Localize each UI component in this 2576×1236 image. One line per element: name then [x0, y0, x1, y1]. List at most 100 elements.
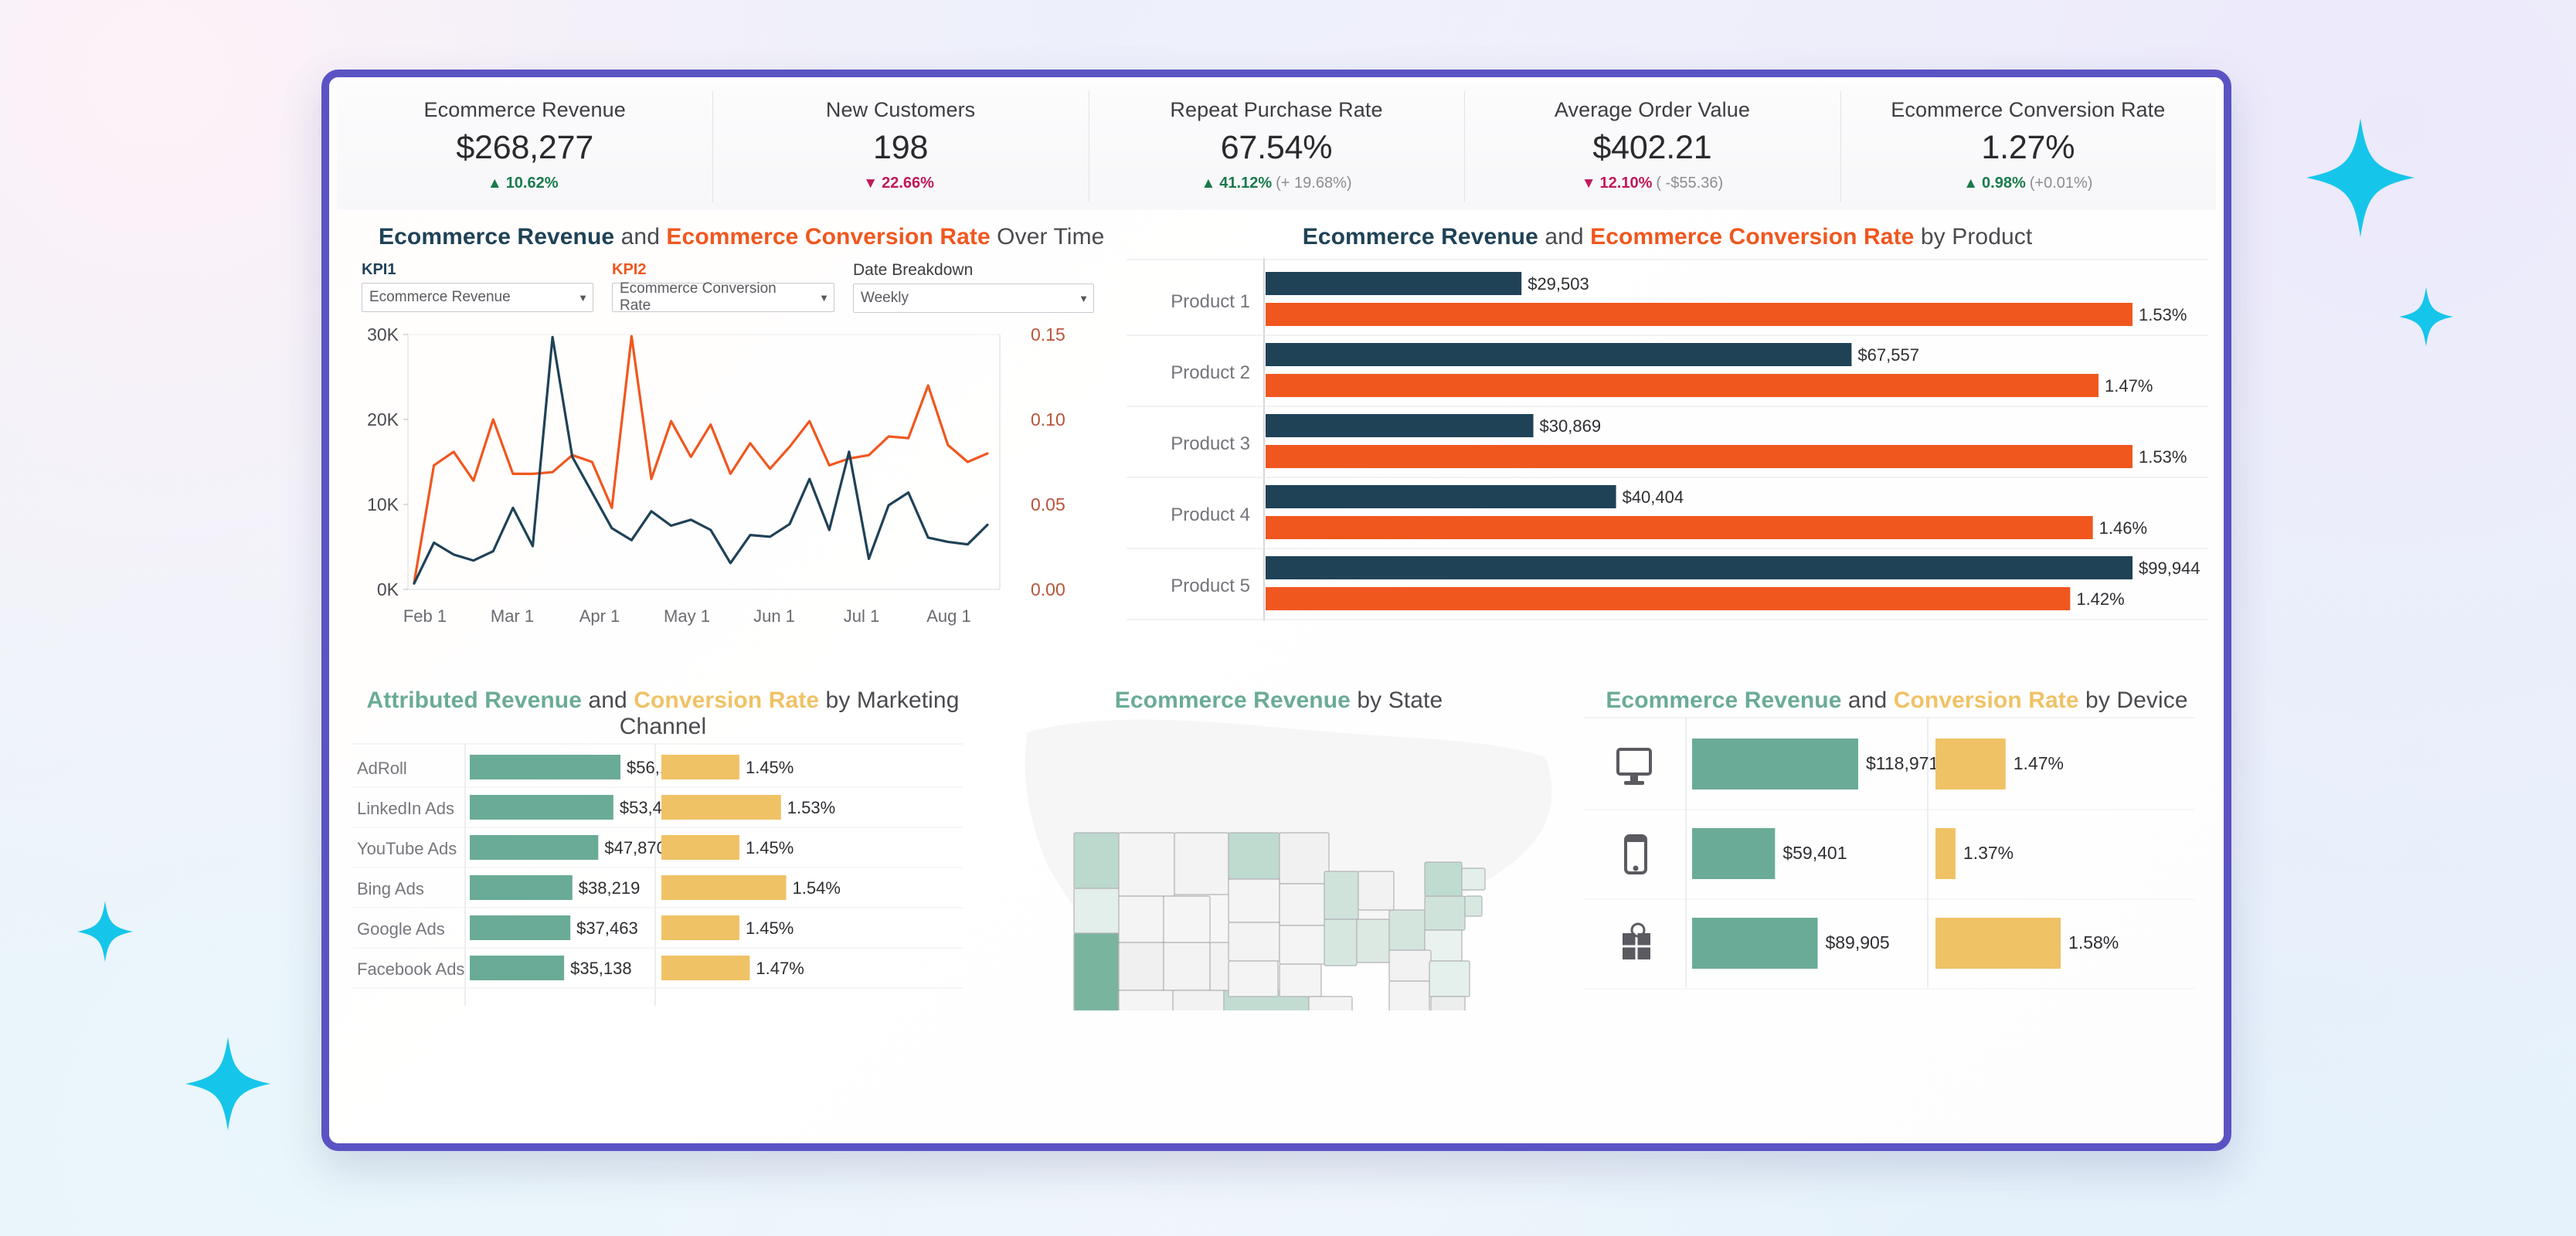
marketing-channel-chart[interactable]: AdRoll $56,115 1.45% LinkedIn Ads $53,483 1.5…: [352, 743, 974, 1029]
svg-text:20K: 20K: [367, 409, 399, 430]
trend-up-icon: ▲: [1963, 175, 1979, 192]
svg-text:1.47%: 1.47%: [756, 959, 804, 978]
svg-text:Facebook Ads: Facebook Ads: [357, 959, 464, 979]
svg-text:$47,870: $47,870: [604, 838, 666, 857]
bottom-row: Attributed Revenue and Conversion Rate b…: [329, 674, 2224, 1137]
panel-title-over-time: Ecommerce Revenue and Ecommerce Conversi…: [352, 210, 1127, 253]
kpi-title: Average Order Value: [1554, 98, 1750, 121]
svg-text:Product 5: Product 5: [1171, 576, 1250, 596]
kpi-delta-pct: 10.62%: [505, 175, 559, 192]
svg-text:$59,401: $59,401: [1782, 843, 1847, 863]
kpi-value: $402.21: [1592, 129, 1712, 166]
svg-text:1.47%: 1.47%: [2105, 376, 2153, 396]
title-suffix: by State: [1350, 688, 1443, 713]
svg-text:Product 4: Product 4: [1171, 504, 1250, 525]
kpi1-select-value: Ecommerce Revenue: [369, 289, 511, 305]
sparkle-icon-bottom-left-small: [77, 900, 133, 963]
kpi-delta: ▼ 22.66%: [863, 175, 938, 192]
trend-down-icon: ▼: [863, 175, 878, 192]
kpi-card-ecommerce-conversion-rate[interactable]: Ecommerce Conversion Rate 1.27% ▲ 0.98% …: [1840, 83, 2217, 210]
svg-text:$40,404: $40,404: [1623, 487, 1684, 507]
dashboard-canvas: Ecommerce Revenue $268,277 ▲ 10.62% New …: [329, 77, 2224, 1143]
panel-revenue-conversion-over-time: Ecommerce Revenue and Ecommerce Conversi…: [332, 210, 1127, 674]
title-part-conversion-rate: Conversion Rate: [1893, 688, 2079, 713]
timeseries-chart[interactable]: 0K 10K 20K 30K 0.00 0.05 0.10 0.15 Feb 1 Mar 1 Apr…: [352, 324, 1127, 648]
title-part-kpi1: Ecommerce Revenue: [379, 224, 615, 250]
svg-text:Jul 1: Jul 1: [844, 606, 879, 626]
svg-text:$89,905: $89,905: [1825, 932, 1889, 952]
dashboard-frame: Ecommerce Revenue $268,277 ▲ 10.62% New …: [321, 70, 2231, 1151]
svg-text:1.47%: 1.47%: [2014, 753, 2064, 773]
svg-text:Product 2: Product 2: [1171, 362, 1250, 383]
kpi-value: 198: [873, 129, 929, 166]
panel-revenue-conversion-by-product: Ecommerce Revenue and Ecommerce Conversi…: [1127, 210, 2221, 674]
svg-text:1.45%: 1.45%: [746, 919, 794, 938]
svg-text:May 1: May 1: [664, 606, 710, 626]
desktop-icon: [1616, 748, 1652, 785]
kpi1-select[interactable]: Ecommerce Revenue ▼: [362, 283, 593, 312]
svg-text:$30,869: $30,869: [1540, 416, 1602, 436]
panel-revenue-by-device: Ecommerce Revenue and Conversion Rate by…: [1584, 674, 2221, 1137]
control-label-kpi1: KPI1: [362, 261, 396, 278]
date-breakdown-select[interactable]: Weekly ▼: [853, 284, 1094, 313]
control-label-kpi2: KPI2: [612, 261, 647, 278]
svg-text:Bing Ads: Bing Ads: [357, 879, 424, 898]
title-part-attributed-revenue: Attributed Revenue: [366, 688, 582, 713]
kpi-delta-sub: (+0.01%): [2029, 175, 2093, 192]
kpi2-select[interactable]: Ecommerce Conversion Rate ▼: [612, 280, 834, 314]
us-map-svg: [1025, 719, 1552, 1045]
kpi-card-ecommerce-revenue[interactable]: Ecommerce Revenue $268,277 ▲ 10.62%: [337, 83, 713, 210]
chevron-down-icon: ▼: [819, 291, 829, 304]
panel-revenue-by-state: Ecommerce Revenue by State: [974, 674, 1584, 1137]
kpi-delta-pct: 22.66%: [882, 175, 934, 192]
product-bar-chart[interactable]: Product 1 $29,503 1.53% Product 2 $67,557 1.4…: [1127, 258, 2208, 644]
control-kpi2: KPI2 Ecommerce Conversion Rate ▼: [612, 261, 834, 314]
title-part-revenue: Ecommerce Revenue: [1302, 224, 1538, 250]
svg-text:$67,557: $67,557: [1857, 345, 1919, 365]
sparkle-icon-top-right-large: [2306, 116, 2415, 239]
svg-text:1.46%: 1.46%: [2099, 518, 2147, 538]
title-part-kpi2: Ecommerce Conversion Rate: [666, 224, 991, 250]
svg-text:1.54%: 1.54%: [793, 878, 841, 898]
svg-text:0.15: 0.15: [1031, 324, 1065, 345]
panel-title-by-state: Ecommerce Revenue by State: [974, 674, 1584, 717]
title-part-conversion: Ecommerce Conversion Rate: [1590, 224, 1915, 250]
trend-up-icon: ▲: [1201, 175, 1216, 192]
state-map[interactable]: [974, 717, 1584, 1045]
title-suffix: by Device: [2078, 688, 2188, 713]
svg-text:0.00: 0.00: [1031, 579, 1065, 599]
svg-text:0.05: 0.05: [1031, 494, 1065, 514]
device-chart[interactable]: $118,971 1.47% $59,401 1.37% $89,905 1.58%: [1584, 717, 2210, 1003]
svg-text:10K: 10K: [367, 494, 399, 514]
svg-text:$29,503: $29,503: [1528, 274, 1589, 294]
control-kpi1: KPI1 Ecommerce Revenue ▼: [362, 261, 593, 313]
title-suffix: Over Time: [990, 224, 1105, 250]
timeseries-svg: 0K 10K 20K 30K 0.00 0.05 0.10 0.15 Feb 1 Mar 1 Apr…: [367, 324, 1065, 626]
control-date-breakdown: Date Breakdown Weekly ▼: [853, 261, 1094, 313]
kpi-card-average-order-value[interactable]: Average Order Value $402.21 ▼ 12.10% ( -…: [1464, 83, 1840, 210]
svg-text:$38,219: $38,219: [579, 878, 641, 898]
product-bar-svg: Product 1 $29,503 1.53% Product 2 $67,557 1.4…: [1127, 258, 2208, 621]
kpi-delta: ▲ 10.62%: [488, 175, 562, 192]
title-part-revenue: Ecommerce Revenue: [1606, 688, 1842, 713]
kpi-card-new-customers[interactable]: New Customers 198 ▼ 22.66%: [712, 83, 1089, 210]
title-conj: and: [1538, 224, 1591, 250]
panel-title-by-device: Ecommerce Revenue and Conversion Rate by…: [1584, 674, 2210, 717]
kpi-title: Ecommerce Revenue: [423, 98, 626, 121]
svg-text:0.10: 0.10: [1031, 409, 1065, 430]
kpi-delta: ▼ 12.10% ( -$55.36): [1582, 175, 1723, 192]
svg-text:0K: 0K: [377, 579, 399, 599]
date-breakdown-value: Weekly: [861, 290, 909, 306]
chevron-down-icon: ▼: [1079, 292, 1089, 304]
svg-text:1.53%: 1.53%: [2139, 447, 2187, 467]
kpi-card-repeat-purchase-rate[interactable]: Repeat Purchase Rate 67.54% ▲ 41.12% (+ …: [1088, 83, 1465, 210]
svg-text:LinkedIn Ads: LinkedIn Ads: [357, 799, 454, 818]
kpi-delta: ▲ 0.98% (+0.01%): [1963, 175, 2092, 192]
panel-title-by-channel: Attributed Revenue and Conversion Rate b…: [352, 674, 974, 743]
kpi-row: Ecommerce Revenue $268,277 ▲ 10.62% New …: [329, 77, 2224, 210]
title-part-revenue: Ecommerce Revenue: [1114, 688, 1351, 713]
timeseries-controls: KPI1 Ecommerce Revenue ▼ KPI2 Ecommerce …: [352, 253, 1127, 314]
kpi-value: 67.54%: [1220, 129, 1333, 166]
kpi-title: Repeat Purchase Rate: [1170, 98, 1383, 121]
kpi-title: Ecommerce Conversion Rate: [1891, 98, 2166, 121]
